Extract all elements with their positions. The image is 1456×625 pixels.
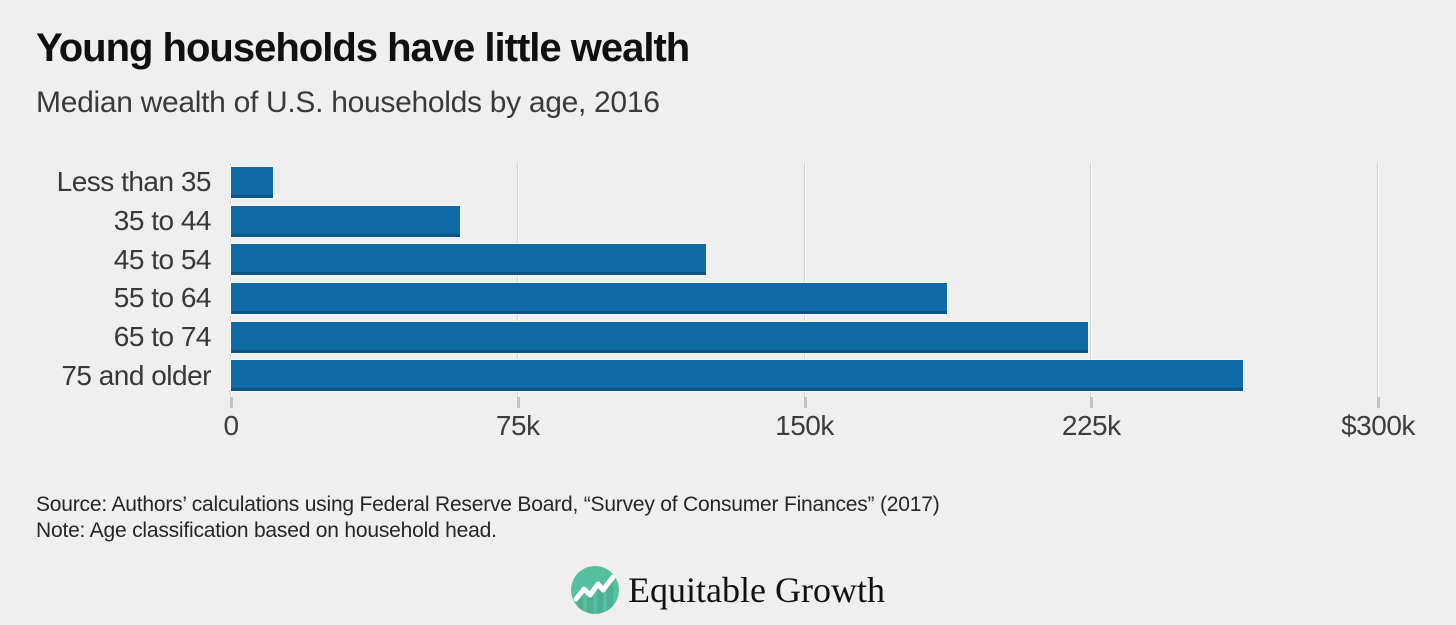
source-line: Source: Authors’ calculations using Fede… — [36, 493, 940, 516]
bar-55-to-64 — [231, 283, 948, 314]
chart-row: 75 and older — [61, 356, 1378, 395]
gridline — [1090, 163, 1093, 402]
equitable-growth-logo: Equitable Growth — [571, 566, 885, 614]
x-tick-label: $300k — [1341, 410, 1415, 441]
bar-75-and-older — [231, 360, 1244, 392]
bar-65-to-74 — [231, 321, 1088, 353]
axis-tick — [230, 397, 233, 408]
trend-line-circle-icon — [571, 566, 620, 614]
gridline — [230, 163, 232, 402]
axis-tick — [516, 397, 520, 408]
source-note-block: Source: Authors’ calculations using Fede… — [36, 492, 940, 544]
gridline — [803, 163, 806, 402]
category-label: 55 to 64 — [113, 282, 212, 314]
axis-tick — [1090, 397, 1094, 408]
chart-row: 65 to 74 — [114, 318, 1378, 357]
note-line: Note: Age classification based on househ… — [36, 519, 497, 542]
category-label: Less than 35 — [56, 166, 212, 198]
trend-line — [573, 574, 616, 602]
logo-text: Equitable Growth — [628, 570, 885, 610]
chart-row: 35 to 44 — [114, 202, 1378, 241]
bar-less-than-35 — [231, 167, 274, 198]
category-label: 35 to 44 — [113, 204, 212, 236]
gridline — [516, 163, 519, 402]
chart-row: Less than 35 — [57, 163, 1378, 202]
chart-title: Young households have little wealth — [36, 26, 690, 70]
chart-subtitle: Median wealth of U.S. households by age,… — [36, 86, 660, 119]
bar-chart-plot-area: Less than 35 35 to 44 45 to 54 55 to 64 65 t… — [57, 163, 1415, 441]
x-tick-label: 150k — [775, 410, 834, 441]
gridline — [1377, 163, 1379, 402]
category-label: 65 to 74 — [113, 320, 212, 352]
bar-45-to-54 — [231, 244, 706, 276]
bar-35-to-44 — [231, 205, 460, 237]
x-tick-label: 225k — [1061, 410, 1121, 441]
axis-tick — [803, 397, 807, 408]
x-tick-label: 75k — [495, 410, 540, 441]
x-tick-label: 0 — [223, 410, 239, 441]
category-label: 75 and older — [61, 359, 211, 391]
chart-row: 45 to 54 — [114, 240, 1378, 279]
chart-row: 55 to 64 — [114, 279, 1378, 318]
category-label: 45 to 54 — [113, 243, 212, 275]
axis-tick — [1377, 397, 1380, 408]
